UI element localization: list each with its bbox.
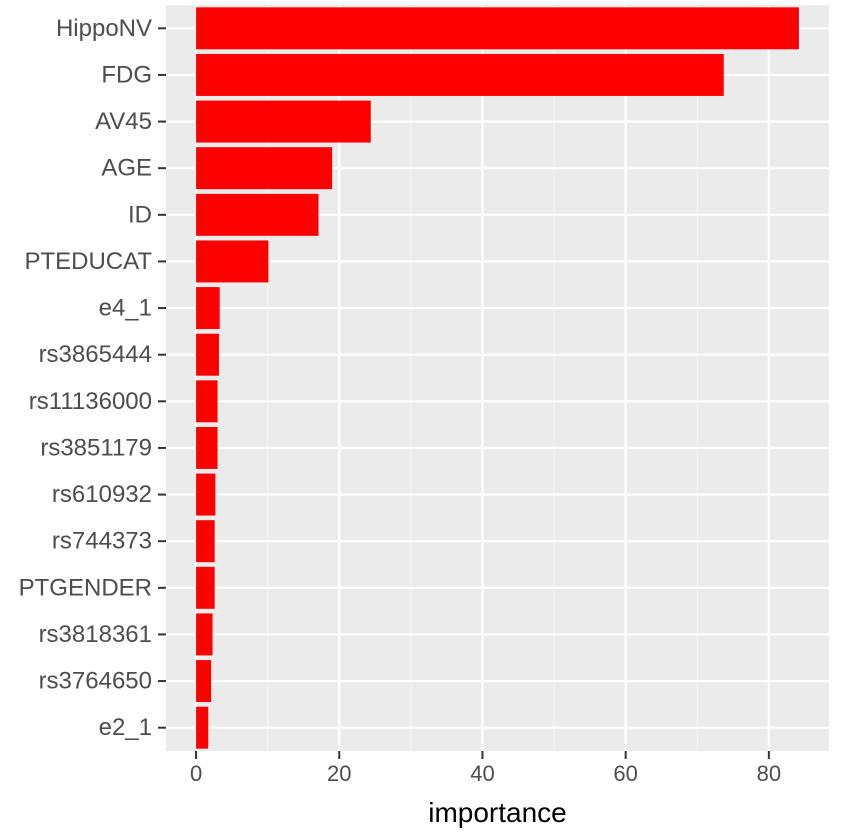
y-tick-label: HippoNV (56, 15, 152, 42)
y-tick-label: AV45 (95, 108, 152, 135)
bar-rs3764650 (196, 660, 212, 703)
y-tick-label: rs3865444 (39, 341, 152, 368)
y-tick-label: rs11136000 (29, 388, 152, 415)
y-tick-label: e4_1 (99, 295, 152, 322)
bar-pteducat (196, 240, 269, 283)
bar-rs744373 (196, 520, 215, 563)
x-tick-label: 0 (190, 761, 202, 786)
bar-av45 (196, 100, 371, 143)
bars (196, 7, 799, 749)
y-axis: HippoNV FDG AV45 AGE ID PTEDUCAT e4_1 rs3865444… (19, 15, 166, 741)
y-tick-label: PTGENDER (19, 574, 152, 601)
bar-rs3818361 (196, 613, 213, 656)
bar-rs610932 (196, 473, 216, 516)
x-tick-label: 40 (470, 761, 494, 786)
x-axis-title: importance (428, 797, 567, 828)
y-tick-label: rs610932 (52, 481, 152, 508)
y-tick-label: PTEDUCAT (24, 248, 152, 275)
bar-age (196, 147, 333, 190)
bar-ptgender (196, 566, 215, 609)
x-tick-label: 60 (613, 761, 637, 786)
y-tick-label: rs744373 (52, 528, 152, 555)
y-tick-label: rs3764650 (39, 668, 152, 695)
y-tick-label: FDG (101, 61, 152, 88)
x-tick-label: 20 (327, 761, 351, 786)
bar-hipponv (196, 7, 799, 50)
bar-rs11136000 (196, 380, 218, 423)
y-tick-label: rs3851179 (40, 434, 152, 461)
bar-e2-1 (196, 706, 209, 749)
x-axis: 0 20 40 60 80 (190, 751, 781, 786)
bar-e4-1 (196, 287, 220, 330)
y-tick-label: e2_1 (99, 714, 152, 741)
bar-rs3865444 (196, 333, 219, 376)
y-tick-label: rs3818361 (39, 621, 152, 648)
x-tick-label: 80 (757, 761, 781, 786)
bar-fdg (196, 53, 724, 96)
bar-rs3851179 (196, 426, 218, 469)
y-tick-label: AGE (101, 155, 152, 182)
y-tick-label: ID (128, 201, 152, 228)
bar-id (196, 193, 319, 236)
